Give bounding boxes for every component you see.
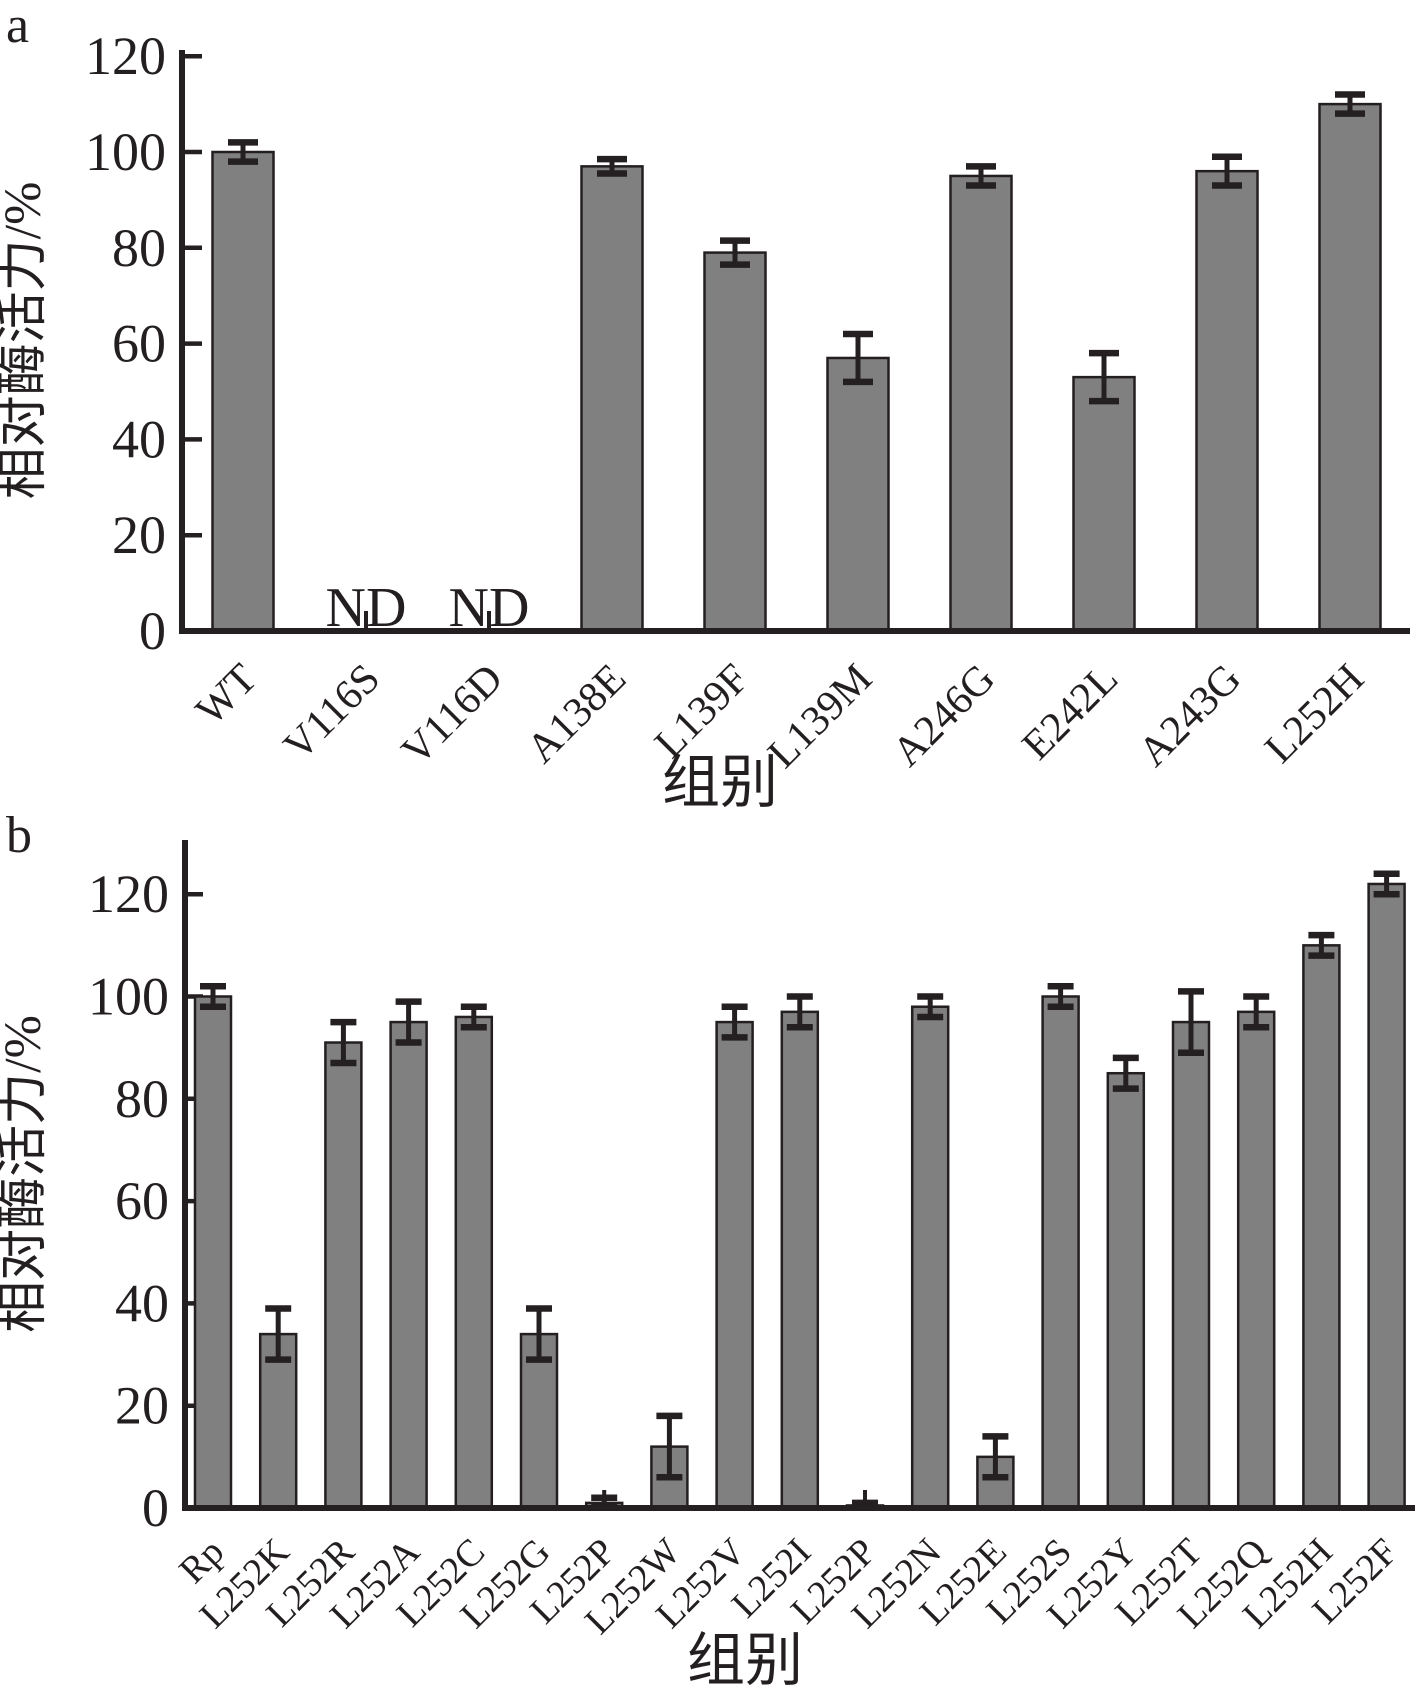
bar-A246G xyxy=(949,174,1013,633)
y-tick-label-0: 0 xyxy=(139,601,166,661)
bar-L252F xyxy=(1367,882,1406,1510)
bar-L252Q xyxy=(1236,1010,1276,1510)
x-tick-label-A243G: A243G xyxy=(1130,656,1250,776)
panel-b-letter: b xyxy=(6,807,32,864)
y-tick-label-60: 60 xyxy=(112,314,166,374)
y-tick-label-0: 0 xyxy=(142,1478,169,1538)
y-axis-title: 相对酶活力/% xyxy=(0,1015,52,1333)
bar-L252N xyxy=(910,1005,950,1510)
bar-L252T xyxy=(1171,1020,1211,1510)
y-tick-label-20: 20 xyxy=(115,1376,169,1436)
bar-chart-b: 020406080100120RpL252KL252RL252AL252CL25… xyxy=(0,840,1415,1693)
panel-b: b 0 20 40 60 80 100 120 Rp L252K L252R L252A L252C L… xyxy=(0,810,1421,1696)
bar-L252H xyxy=(1318,102,1382,633)
y-tick-label-20: 20 xyxy=(112,505,166,565)
panel-a-letter: a xyxy=(6,0,30,54)
y-tick-label-100: 100 xyxy=(88,967,169,1027)
x-tick-label-V116S: V116S xyxy=(275,656,389,770)
bar-L252R xyxy=(324,1041,363,1510)
bar-L252Y xyxy=(1106,1071,1146,1510)
x-tick-label-L252H: L252H xyxy=(1256,656,1373,773)
y-tick-label-60: 60 xyxy=(115,1171,169,1231)
x-tick-label-E242L: E242L xyxy=(1014,656,1127,769)
x-tick-label-WT: WT xyxy=(187,656,266,735)
bar-E242L xyxy=(1072,375,1136,633)
y-tick-label-40: 40 xyxy=(115,1273,169,1333)
bar-A138E xyxy=(580,165,644,633)
y-tick-label-120: 120 xyxy=(85,26,166,86)
bar-L139M xyxy=(826,356,890,633)
x-axis-title: 组别 xyxy=(662,750,778,810)
bar-L252K xyxy=(258,1332,298,1510)
y-tick-label-120: 120 xyxy=(88,864,169,924)
bar-L252H xyxy=(1302,944,1341,1510)
bar-L252C xyxy=(454,1015,494,1510)
bar-L252A xyxy=(389,1020,428,1510)
bar-L252V xyxy=(715,1020,754,1510)
bar-A243G xyxy=(1195,169,1259,633)
x-tick-label-A138E: A138E xyxy=(518,656,635,773)
bar-Rp xyxy=(193,995,233,1510)
x-tick-label-V116D: V116D xyxy=(393,656,512,775)
bar-WT xyxy=(211,150,275,633)
y-tick-label-80: 80 xyxy=(112,218,166,278)
bar-L252I xyxy=(780,1010,820,1510)
y-tick-label-40: 40 xyxy=(112,409,166,469)
x-axis-title: 组别 xyxy=(687,1628,803,1693)
panel-a: a 0 20 40 60 80 100 120 WT ND V116S ND V116D A138E L1… xyxy=(0,0,1421,810)
bar-L139F xyxy=(703,251,767,633)
bar-L252S xyxy=(1041,995,1080,1510)
y-tick-label-100: 100 xyxy=(85,122,166,182)
y-axis-title: 相对酶活力/% xyxy=(0,182,52,500)
x-tick-label-A246G: A246G xyxy=(884,656,1004,776)
y-tick-label-80: 80 xyxy=(115,1069,169,1129)
